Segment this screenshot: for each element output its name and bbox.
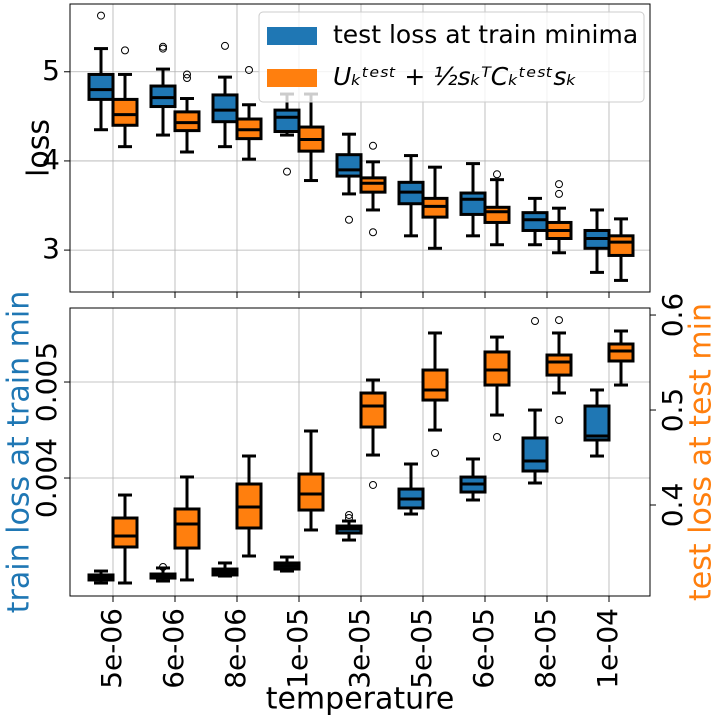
legend-swatch bbox=[267, 27, 317, 45]
box bbox=[111, 516, 139, 549]
x-tick-label: 5e-05 bbox=[405, 608, 438, 689]
box bbox=[483, 205, 511, 224]
box bbox=[459, 191, 487, 216]
box bbox=[545, 353, 573, 377]
flier bbox=[555, 316, 563, 325]
flier bbox=[121, 46, 129, 55]
flier bbox=[369, 228, 377, 237]
y2-tick-label: 0.4 bbox=[656, 483, 689, 528]
x-tick-label: 1e-05 bbox=[281, 608, 314, 689]
box bbox=[359, 176, 387, 194]
flier bbox=[159, 44, 167, 53]
y-axis-label: train loss at train min bbox=[2, 291, 37, 613]
box bbox=[421, 368, 449, 402]
x-tick-label: 6e-05 bbox=[467, 608, 500, 689]
flier bbox=[369, 480, 377, 489]
flier bbox=[493, 170, 501, 179]
x-tick-label: 1e-04 bbox=[591, 608, 624, 689]
y2-axis-label: test loss at test min bbox=[684, 303, 719, 601]
flier bbox=[159, 563, 167, 572]
x-tick-label: 3e-05 bbox=[343, 608, 376, 689]
legend-frame bbox=[258, 11, 645, 103]
box bbox=[87, 72, 115, 101]
box bbox=[273, 108, 301, 134]
y-tick-label: 0.004 bbox=[30, 438, 63, 518]
flier bbox=[555, 189, 563, 198]
y-axis-label: loss bbox=[22, 119, 57, 177]
y-tick-label: 5 bbox=[42, 54, 60, 87]
legend-label: test loss at train minima bbox=[333, 20, 638, 49]
legend-swatch bbox=[267, 69, 317, 87]
flier bbox=[183, 70, 191, 79]
box bbox=[521, 211, 549, 232]
box bbox=[521, 436, 549, 473]
flier bbox=[245, 65, 253, 74]
plot-frame bbox=[69, 307, 651, 597]
flier bbox=[345, 215, 353, 224]
flier bbox=[431, 449, 439, 458]
x-tick-label: 6e-06 bbox=[157, 608, 190, 689]
legend-label: Uₖᵗᵉˢᵗ + ½sₖᵀCₖᵗᵉˢᵗsₖ bbox=[333, 62, 577, 91]
plot-frame bbox=[69, 3, 651, 293]
flier bbox=[555, 180, 563, 189]
flier bbox=[369, 141, 377, 150]
y2-tick-label: 0.5 bbox=[656, 388, 689, 433]
flier bbox=[97, 11, 105, 20]
box bbox=[483, 350, 511, 387]
flier bbox=[183, 74, 191, 83]
flier bbox=[283, 167, 291, 176]
flier bbox=[493, 432, 501, 441]
box bbox=[583, 404, 611, 442]
box bbox=[607, 234, 635, 257]
box bbox=[359, 391, 387, 429]
flier bbox=[555, 415, 563, 424]
box bbox=[211, 93, 239, 124]
x-tick-label: 5e-06 bbox=[95, 608, 128, 689]
x-tick-label: 8e-06 bbox=[219, 608, 252, 689]
box bbox=[335, 153, 363, 178]
flier bbox=[531, 317, 539, 326]
box bbox=[173, 507, 201, 550]
y2-tick-label: 0.6 bbox=[656, 293, 689, 338]
flier bbox=[221, 41, 229, 50]
x-tick-label: 8e-05 bbox=[529, 608, 562, 689]
x-axis-label: temperature bbox=[266, 682, 455, 717]
box bbox=[297, 472, 325, 512]
flier bbox=[345, 510, 353, 519]
y-tick-label: 4 bbox=[42, 143, 60, 176]
y-tick-label: 0.005 bbox=[30, 342, 63, 422]
box bbox=[111, 97, 139, 127]
y-tick-label: 3 bbox=[42, 232, 60, 265]
flier bbox=[345, 514, 353, 523]
